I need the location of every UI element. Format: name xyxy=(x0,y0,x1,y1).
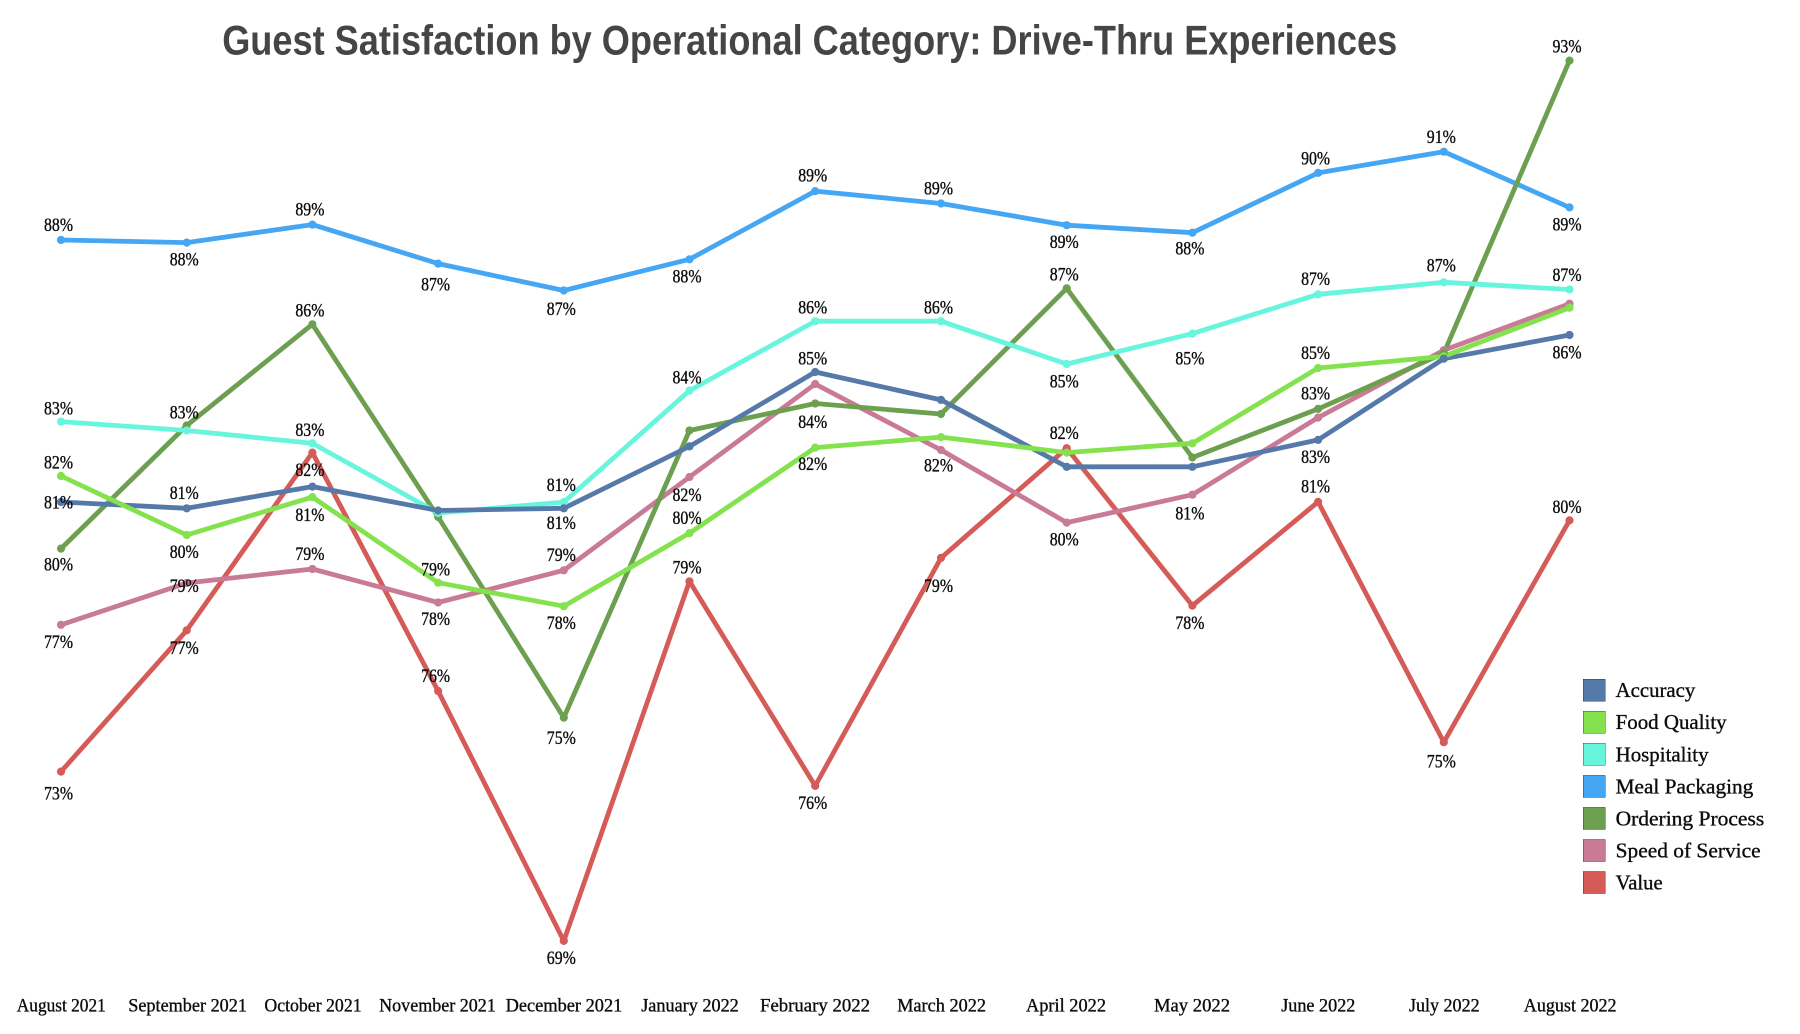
svg-text:82%: 82% xyxy=(44,452,73,473)
svg-text:85%: 85% xyxy=(1050,372,1079,393)
svg-text:August 2022: August 2022 xyxy=(1524,996,1617,1017)
svg-text:93%: 93% xyxy=(1553,36,1582,57)
svg-text:76%: 76% xyxy=(798,793,827,814)
svg-text:89%: 89% xyxy=(1050,232,1079,253)
svg-text:81%: 81% xyxy=(547,475,576,496)
svg-text:83%: 83% xyxy=(1301,447,1330,468)
svg-text:79%: 79% xyxy=(673,558,702,579)
svg-text:80%: 80% xyxy=(170,542,199,563)
svg-text:November 2021: November 2021 xyxy=(379,996,496,1017)
svg-text:89%: 89% xyxy=(798,166,827,187)
svg-text:80%: 80% xyxy=(673,508,702,529)
svg-text:78%: 78% xyxy=(421,609,450,630)
svg-text:81%: 81% xyxy=(295,505,324,526)
svg-text:October 2021: October 2021 xyxy=(264,996,361,1017)
svg-text:May 2022: May 2022 xyxy=(1154,996,1230,1017)
svg-text:86%: 86% xyxy=(924,297,953,318)
svg-text:77%: 77% xyxy=(44,632,73,653)
svg-text:80%: 80% xyxy=(1553,497,1582,518)
svg-text:81%: 81% xyxy=(1175,504,1204,525)
svg-text:86%: 86% xyxy=(1553,342,1582,363)
svg-text:79%: 79% xyxy=(295,544,324,565)
svg-text:Ordering Process: Ordering Process xyxy=(1616,806,1765,830)
svg-text:75%: 75% xyxy=(1427,752,1456,773)
svg-text:89%: 89% xyxy=(924,178,953,199)
svg-text:Guest Satisfaction by Operatio: Guest Satisfaction by Operational Catego… xyxy=(222,16,1397,63)
svg-text:75%: 75% xyxy=(547,728,576,749)
svg-text:83%: 83% xyxy=(170,403,199,424)
svg-text:82%: 82% xyxy=(798,454,827,475)
svg-text:76%: 76% xyxy=(421,666,450,687)
svg-text:86%: 86% xyxy=(295,300,324,321)
svg-text:Meal Packaging: Meal Packaging xyxy=(1616,774,1754,798)
svg-text:88%: 88% xyxy=(673,266,702,287)
svg-text:83%: 83% xyxy=(44,398,73,419)
svg-text:July 2022: July 2022 xyxy=(1409,996,1480,1017)
svg-text:82%: 82% xyxy=(673,485,702,506)
svg-text:81%: 81% xyxy=(1301,477,1330,498)
svg-text:82%: 82% xyxy=(295,460,324,481)
svg-text:Value: Value xyxy=(1616,871,1663,895)
svg-text:83%: 83% xyxy=(295,420,324,441)
svg-text:80%: 80% xyxy=(1050,530,1079,551)
svg-text:87%: 87% xyxy=(1050,265,1079,286)
svg-text:78%: 78% xyxy=(547,613,576,634)
svg-text:84%: 84% xyxy=(673,367,702,388)
svg-text:77%: 77% xyxy=(170,638,199,659)
svg-text:Food Quality: Food Quality xyxy=(1616,710,1727,734)
svg-text:86%: 86% xyxy=(798,297,827,318)
svg-text:82%: 82% xyxy=(924,455,953,476)
svg-text:87%: 87% xyxy=(421,274,450,295)
svg-text:91%: 91% xyxy=(1427,127,1456,148)
svg-text:85%: 85% xyxy=(1175,349,1204,370)
svg-text:August 2021: August 2021 xyxy=(17,996,106,1017)
svg-text:87%: 87% xyxy=(547,299,576,320)
svg-text:April 2022: April 2022 xyxy=(1026,996,1106,1017)
svg-text:December 2021: December 2021 xyxy=(506,996,623,1017)
svg-text:87%: 87% xyxy=(1553,265,1582,286)
svg-text:89%: 89% xyxy=(295,199,324,220)
svg-text:84%: 84% xyxy=(798,412,827,433)
svg-text:March 2022: March 2022 xyxy=(897,996,986,1017)
svg-text:79%: 79% xyxy=(547,545,576,566)
svg-text:February 2022: February 2022 xyxy=(760,996,870,1017)
svg-text:85%: 85% xyxy=(1301,343,1330,364)
svg-text:88%: 88% xyxy=(1175,238,1204,259)
svg-text:Hospitality: Hospitality xyxy=(1616,742,1709,766)
svg-text:81%: 81% xyxy=(44,492,73,513)
svg-text:September 2021: September 2021 xyxy=(128,996,247,1017)
svg-text:79%: 79% xyxy=(421,559,450,580)
svg-text:85%: 85% xyxy=(798,349,827,370)
svg-text:78%: 78% xyxy=(1175,613,1204,634)
svg-text:88%: 88% xyxy=(44,215,73,236)
svg-text:Speed of Service: Speed of Service xyxy=(1616,839,1761,863)
svg-text:79%: 79% xyxy=(170,576,199,597)
svg-text:Accuracy: Accuracy xyxy=(1616,678,1696,702)
svg-text:87%: 87% xyxy=(1301,269,1330,290)
svg-text:80%: 80% xyxy=(44,554,73,575)
svg-text:89%: 89% xyxy=(1553,214,1582,235)
svg-text:June 2022: June 2022 xyxy=(1281,996,1355,1017)
svg-text:87%: 87% xyxy=(1427,256,1456,277)
svg-text:79%: 79% xyxy=(924,576,953,597)
svg-text:81%: 81% xyxy=(547,513,576,534)
svg-text:January 2022: January 2022 xyxy=(641,996,739,1017)
svg-text:88%: 88% xyxy=(170,250,199,271)
svg-text:82%: 82% xyxy=(1050,423,1079,444)
svg-text:69%: 69% xyxy=(547,948,576,969)
svg-text:73%: 73% xyxy=(44,784,73,805)
svg-text:83%: 83% xyxy=(1301,384,1330,405)
svg-text:90%: 90% xyxy=(1301,148,1330,169)
svg-text:81%: 81% xyxy=(170,483,199,504)
